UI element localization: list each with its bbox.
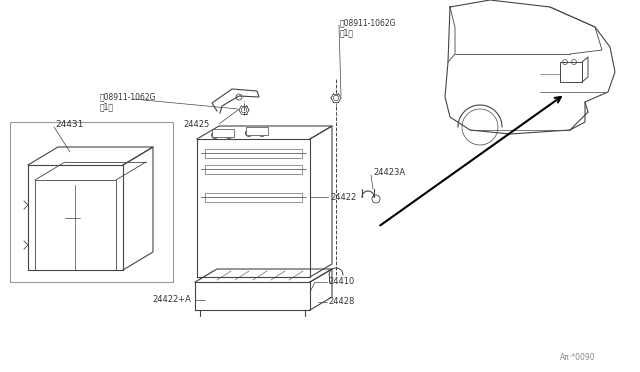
Text: 24425: 24425 xyxy=(183,119,209,128)
Bar xyxy=(205,193,302,202)
Bar xyxy=(10,122,173,282)
Circle shape xyxy=(211,131,218,138)
Circle shape xyxy=(246,129,253,137)
Text: 24422: 24422 xyxy=(330,192,356,202)
Text: 24423A: 24423A xyxy=(373,167,405,176)
Circle shape xyxy=(260,131,264,135)
Circle shape xyxy=(227,133,231,137)
Text: Aπ·*0090: Aπ·*0090 xyxy=(560,353,596,362)
Bar xyxy=(212,129,234,137)
Text: 24422+A: 24422+A xyxy=(152,295,191,305)
Text: 24431: 24431 xyxy=(55,119,83,128)
Text: 24428: 24428 xyxy=(328,298,355,307)
Bar xyxy=(560,62,582,82)
Bar xyxy=(205,166,302,174)
Circle shape xyxy=(247,131,251,135)
Text: ⓝ08911-1062G
（1）: ⓝ08911-1062G （1） xyxy=(100,92,157,112)
Text: ⓝ08911-1062G
（1）: ⓝ08911-1062G （1） xyxy=(340,18,397,38)
Circle shape xyxy=(259,129,266,137)
Circle shape xyxy=(213,133,217,137)
Bar xyxy=(246,127,268,135)
Circle shape xyxy=(225,131,232,138)
Text: 24410: 24410 xyxy=(328,278,355,286)
Bar xyxy=(205,149,302,158)
